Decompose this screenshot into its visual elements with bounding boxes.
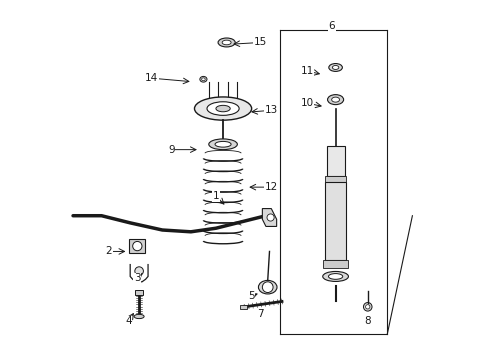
Text: 7: 7 — [257, 309, 264, 319]
Ellipse shape — [208, 139, 237, 150]
Circle shape — [135, 267, 143, 275]
Ellipse shape — [215, 141, 231, 147]
Ellipse shape — [328, 274, 342, 279]
Circle shape — [262, 282, 272, 293]
Ellipse shape — [327, 95, 343, 105]
Bar — [324, 176, 346, 182]
Bar — [326, 146, 344, 176]
Bar — [129, 239, 145, 253]
Ellipse shape — [206, 102, 239, 115]
Ellipse shape — [328, 64, 342, 71]
Bar — [135, 290, 143, 295]
Ellipse shape — [258, 280, 276, 294]
Text: 14: 14 — [145, 73, 158, 83]
Text: 11: 11 — [300, 66, 313, 76]
Ellipse shape — [322, 271, 348, 282]
Bar — [323, 260, 347, 267]
Circle shape — [132, 242, 142, 251]
Text: 10: 10 — [300, 98, 313, 108]
Text: 1: 1 — [212, 191, 219, 201]
Circle shape — [266, 214, 274, 221]
Bar — [324, 182, 346, 260]
Bar — [240, 305, 247, 309]
Ellipse shape — [201, 78, 205, 81]
Circle shape — [365, 305, 369, 309]
Ellipse shape — [331, 97, 339, 102]
Text: 8: 8 — [364, 316, 370, 326]
Text: 15: 15 — [253, 37, 266, 48]
Ellipse shape — [200, 76, 206, 82]
Text: 2: 2 — [105, 247, 112, 256]
Text: 4: 4 — [125, 316, 131, 326]
Text: 9: 9 — [167, 145, 174, 155]
Polygon shape — [262, 208, 276, 226]
Ellipse shape — [218, 38, 235, 47]
Ellipse shape — [216, 105, 230, 112]
Ellipse shape — [332, 66, 338, 69]
Ellipse shape — [134, 314, 144, 319]
Text: 5: 5 — [248, 291, 254, 301]
Text: 12: 12 — [264, 182, 277, 192]
Text: 3: 3 — [134, 273, 141, 283]
Text: 6: 6 — [328, 21, 335, 31]
Circle shape — [363, 302, 371, 311]
Ellipse shape — [194, 97, 251, 120]
Text: 13: 13 — [264, 105, 277, 115]
Ellipse shape — [222, 40, 231, 45]
